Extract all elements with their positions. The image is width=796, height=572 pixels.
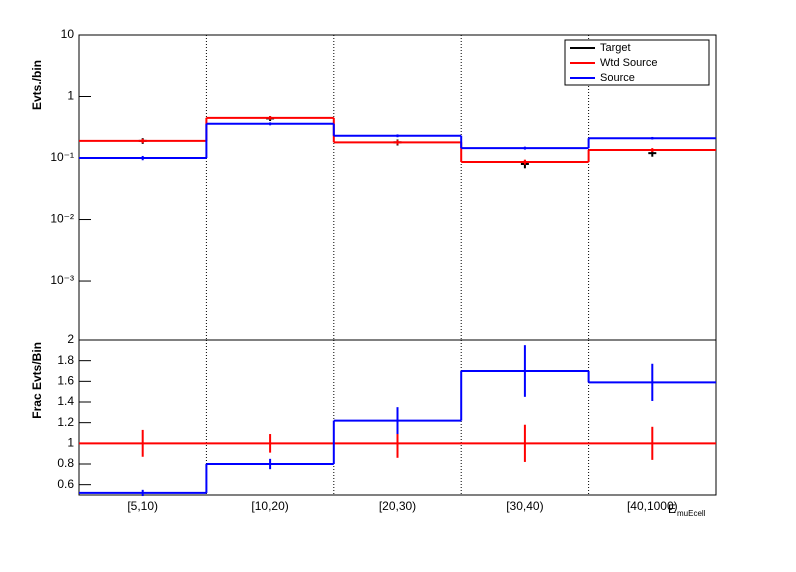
y-tick-label: 10	[61, 27, 75, 41]
x-tick-label: [10,20)	[251, 499, 288, 513]
y-tick-label: 10⁻¹	[50, 150, 74, 164]
y-axis-title: Frac Evts/Bin	[30, 342, 44, 419]
y-tick-label: 0.6	[57, 477, 74, 491]
y-tick-label: 1.8	[57, 353, 74, 367]
x-tick-label: [30,40)	[506, 499, 543, 513]
y-axis-title: Evts./bin	[30, 60, 44, 110]
y-tick-label: 2	[67, 332, 74, 346]
x-tick-label: [40,1000)	[627, 499, 678, 513]
legend-label: Target	[600, 42, 631, 54]
x-tick-label: [20,30)	[379, 499, 416, 513]
y-tick-label: 1	[67, 436, 74, 450]
y-tick-label: 10⁻²	[50, 212, 74, 226]
y-tick-label: 1.2	[57, 415, 74, 429]
bottom-frame	[78, 339, 717, 496]
legend-label: Wtd Source	[600, 57, 657, 69]
x-axis-title-sub: muEcell	[677, 509, 706, 518]
legend-label: Source	[600, 72, 635, 84]
y-tick-label: 0.8	[57, 456, 74, 470]
x-axis-title: E	[668, 502, 676, 516]
y-tick-label: 1.4	[57, 394, 74, 408]
y-tick-label: 1	[67, 89, 74, 103]
x-tick-label: [5,10)	[127, 499, 158, 513]
y-tick-label: 1.6	[57, 374, 74, 388]
y-tick-label: 10⁻³	[50, 273, 74, 287]
